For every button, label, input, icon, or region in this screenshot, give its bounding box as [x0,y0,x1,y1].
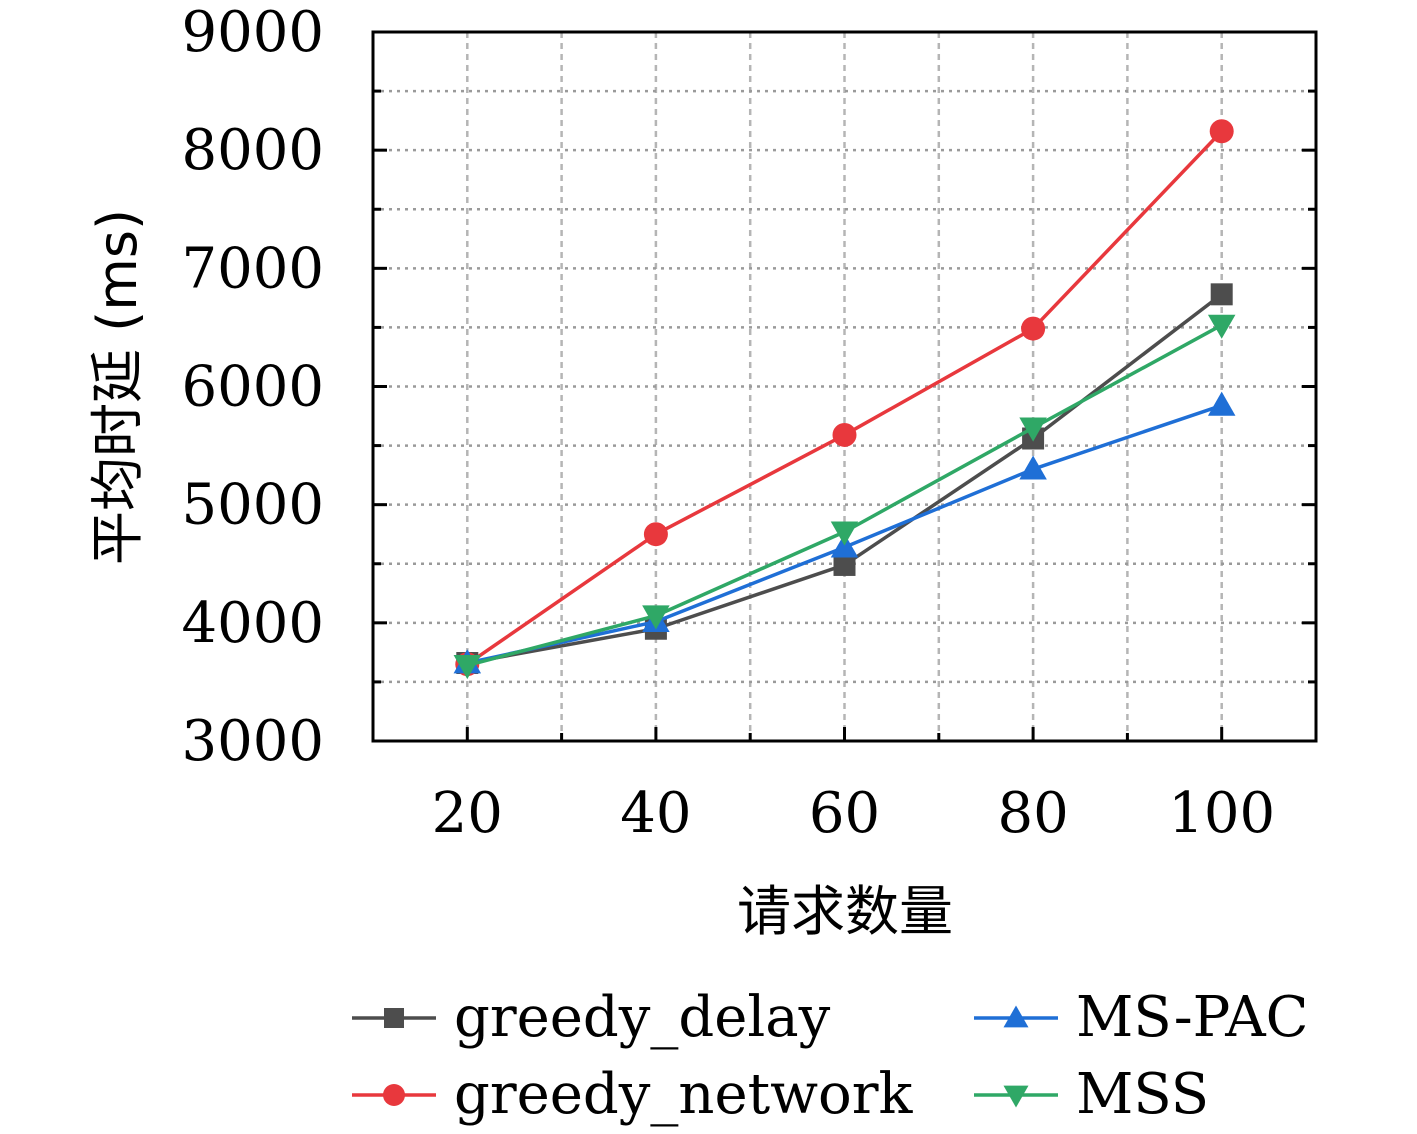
legend-item: greedy_network [352,1062,914,1127]
series-MSS [453,314,1236,680]
x-tick-label: 60 [809,781,880,846]
y-tick-label: 4000 [181,591,324,656]
x-axis-title: 请求数量 [737,880,953,943]
y-tick-label: 7000 [181,236,324,301]
marker-triangle-down [1003,1085,1029,1108]
series-lines [453,119,1236,680]
legend-label: MSS [1076,1062,1209,1127]
y-axis-title: 平均时延 (ms) [86,209,149,565]
marker-circle [643,522,668,547]
x-tick-label: 20 [432,781,503,846]
marker-triangle-down [1207,314,1236,339]
y-tick-label: 5000 [181,473,324,538]
legend-label: greedy_network [454,1062,914,1127]
axis-ticks [373,30,1316,743]
y-tick-label: 9000 [181,0,324,65]
legend-item: MSS [974,1062,1209,1127]
legend-item: MS-PAC [974,985,1309,1050]
legend-label: greedy_delay [454,985,831,1050]
marker-circle [1209,119,1234,144]
legend: greedy_delay greedy_network MS-PAC MSS [352,985,1309,1127]
y-tick-label: 8000 [181,118,324,183]
marker-triangle-down [830,521,859,546]
x-tick-label: 100 [1168,781,1275,846]
x-tick-label: 80 [997,781,1068,846]
marker-triangle-down [642,605,670,630]
marker-square [833,553,856,576]
y-tick-label: 3000 [181,709,324,774]
marker-triangle-up [1207,391,1236,416]
marker-square [1210,283,1233,306]
marker-triangle-down [1019,417,1047,442]
tick-labels: 3000 4000 5000 6000 7000 8000 9000 20 40 60 80 100 [181,0,1275,846]
x-tick-label: 40 [620,781,691,846]
legend-label: MS-PAC [1076,985,1309,1050]
marker-triangle-up [1019,455,1047,480]
y-tick-label: 6000 [181,355,324,420]
marker-triangle-down [453,655,482,680]
marker-circle [1021,316,1046,341]
legend-item: greedy_delay [352,985,831,1050]
marker-square [384,1008,404,1028]
marker-circle [383,1084,405,1106]
marker-triangle-up [1003,1005,1029,1028]
marker-circle [832,422,857,447]
grid-lines [373,32,1316,741]
